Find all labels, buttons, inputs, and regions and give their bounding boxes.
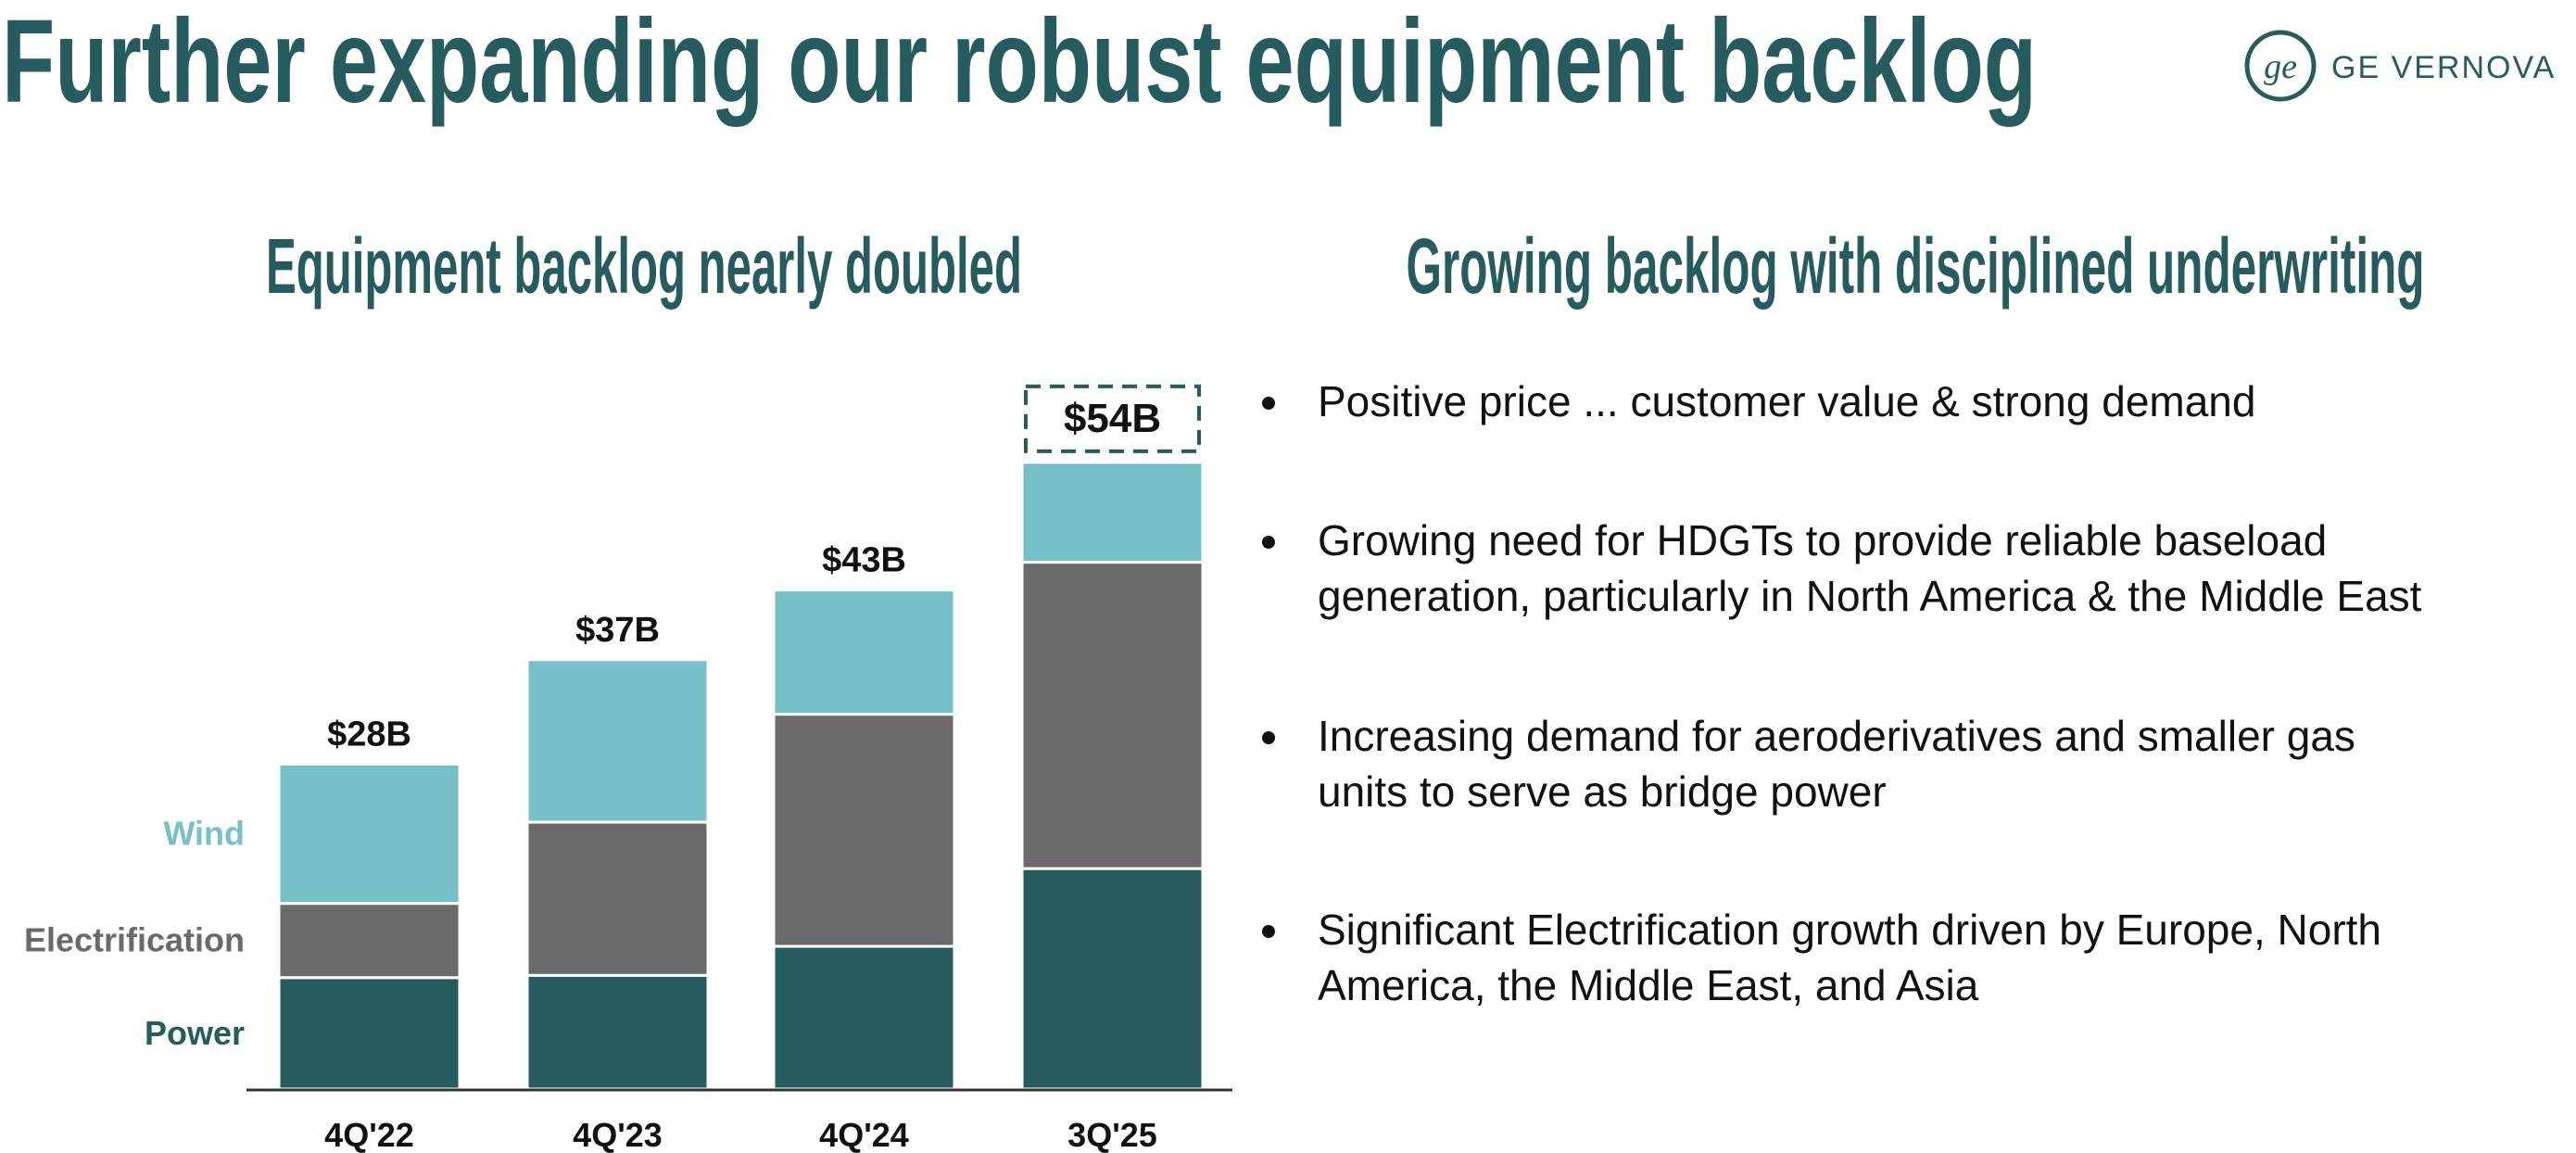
bar-segment: [772, 713, 956, 948]
bar-segment: [525, 973, 710, 1091]
bullet-text: units to serve as bridge power: [1318, 767, 1887, 816]
logo-mark: [2244, 30, 2317, 102]
legend-label: Power: [145, 1014, 245, 1052]
bar-segment: [1020, 561, 1205, 870]
bullet-text: generation, particularly in North Americ…: [1318, 572, 2422, 620]
chart: $28B 4Q'22 $37B 4Q'23 $43B 4Q'24 $54B 3Q'25 Powe…: [24, 384, 1232, 1153]
bar-segment: [277, 762, 461, 906]
bullet-text: Positive price ... customer value & stro…: [1318, 377, 2255, 425]
panel-title: Growing backlog with disciplined underwr…: [1407, 222, 2425, 310]
logo-glyph: ge: [2264, 47, 2297, 86]
chart-title: Equipment backlog nearly doubled: [266, 222, 1022, 310]
x-tick-label: 3Q'25: [1067, 1116, 1157, 1153]
bar-segment: [277, 902, 461, 980]
logo-text: GE VERNOVA: [2331, 50, 2556, 85]
total-label: $37B: [575, 611, 660, 650]
total-label: $28B: [327, 715, 411, 754]
bullet-dot: [1262, 536, 1275, 549]
logo: ge GE VERNOVA: [2244, 30, 2556, 102]
x-tick-label: 4Q'24: [819, 1116, 909, 1153]
bullet-text: Growing need for HDGTs to provide reliab…: [1318, 516, 2327, 564]
slide-title: Further expanding our robust equipment b…: [2, 0, 2037, 128]
bar-segment: [277, 976, 461, 1091]
legend-label: Electrification: [24, 921, 245, 959]
bullet-text: Increasing demand for aeroderivatives an…: [1318, 712, 2355, 760]
total-label: $54B: [1064, 396, 1161, 441]
bullet-list: Positive price ... customer value & stro…: [1262, 377, 2422, 1009]
total-label: $43B: [822, 541, 906, 580]
total-box: [1024, 384, 1201, 453]
bar-segment: [525, 820, 710, 977]
x-tick-label: 4Q'22: [324, 1116, 414, 1153]
bullet-dot: [1262, 397, 1275, 410]
bar-segment: [1020, 461, 1205, 564]
bar-segment: [772, 589, 956, 716]
x-tick-label: 4Q'23: [573, 1116, 663, 1153]
bar-segment: [525, 658, 710, 824]
legend-label: Wind: [163, 815, 245, 853]
bullet-text: America, the Middle East, and Asia: [1318, 961, 1979, 1009]
bar-segment: [772, 944, 956, 1091]
bullet-dot: [1262, 925, 1275, 938]
bar-segment: [1020, 867, 1205, 1091]
bullet-dot: [1262, 731, 1275, 744]
bullet-text: Significant Electrification growth drive…: [1318, 906, 2381, 954]
